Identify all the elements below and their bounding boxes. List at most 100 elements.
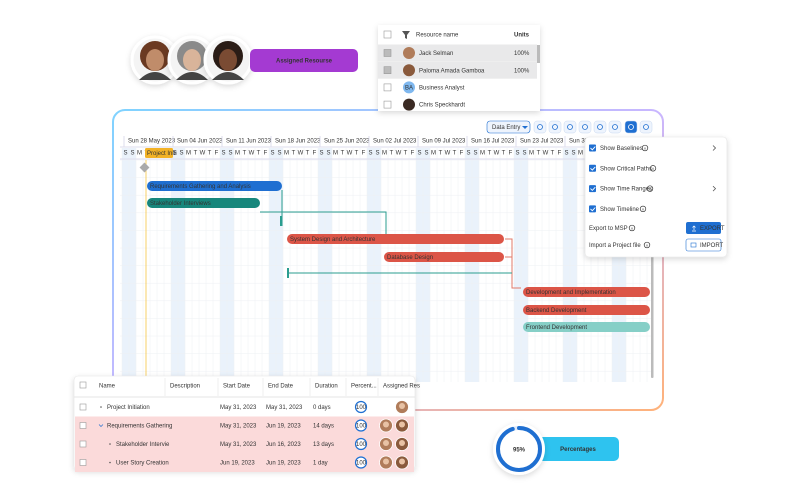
resource-name: Paloma Amada Gamboa	[419, 68, 485, 74]
task-bar[interactable]	[523, 322, 650, 332]
menu-checkbox[interactable]	[589, 144, 596, 152]
week-label: Sun 18 Jun 2023	[275, 139, 321, 145]
weekday-label: T	[502, 151, 506, 157]
assigned-badge	[250, 49, 358, 72]
weekend-column	[129, 148, 136, 382]
weekday-label: W	[200, 151, 206, 157]
task-bar[interactable]	[523, 305, 650, 315]
weekday-label: S	[228, 151, 232, 157]
avatar-face	[219, 49, 237, 71]
resource-name: Jack Selman	[419, 51, 453, 57]
weekday-label: S	[515, 151, 519, 157]
weekend-column	[514, 148, 521, 382]
checkbox[interactable]	[383, 30, 392, 39]
task-bar[interactable]	[384, 252, 504, 262]
menu-checkbox[interactable]	[589, 185, 596, 193]
weekday-label: M	[137, 151, 142, 157]
task-label: Database Design	[387, 255, 433, 261]
weekday-label: T	[292, 151, 296, 157]
resource-name: Chris Speckhardt	[419, 103, 465, 109]
toolbar-icon-button[interactable]	[624, 120, 638, 134]
selected-row-bg	[378, 61, 537, 79]
duration: 13 days	[313, 442, 334, 448]
weekday-label: S	[368, 151, 372, 157]
weekday-label: S	[270, 151, 274, 157]
avatar-shoulders	[212, 72, 244, 80]
weekday-label: S	[326, 151, 330, 157]
task-label: Requirements Gathering and Analysis	[150, 184, 251, 190]
resource-panel: Resource name Units Jack Selman 100% Paloma …	[378, 25, 540, 111]
checkbox[interactable]	[383, 83, 392, 92]
task-bar[interactable]	[147, 198, 260, 208]
resource-units: 100%	[514, 68, 530, 74]
weekday-label: W	[396, 151, 402, 157]
menu-checkbox[interactable]	[589, 164, 596, 172]
percent-value: 100	[356, 424, 367, 430]
week-label: Sun 02 Jul 2023	[373, 139, 417, 145]
checkmark	[590, 207, 596, 212]
weekend-column	[612, 148, 619, 382]
checkbox[interactable]	[383, 66, 392, 74]
percent-ring	[354, 456, 368, 469]
resource-units: 100%	[514, 51, 530, 57]
task-bar[interactable]	[287, 234, 504, 244]
weekday-label: T	[551, 151, 555, 157]
toolbar-icon-button[interactable]	[563, 120, 577, 134]
import-button[interactable]	[685, 238, 722, 252]
avatar-face	[183, 49, 201, 71]
weekday-label: T	[488, 151, 492, 157]
toolbar-icon-button[interactable]	[608, 120, 622, 134]
import-button-label: IMPORT	[700, 243, 724, 249]
end-date: Jun 16, 2023	[266, 442, 301, 448]
checkbox[interactable]	[79, 440, 87, 448]
data-entry-button[interactable]	[486, 120, 531, 134]
weekday-label: M	[333, 151, 338, 157]
bullet	[100, 406, 102, 408]
task-bar[interactable]	[147, 181, 282, 191]
checkbox[interactable]	[79, 422, 87, 429]
submenu-chevron	[712, 145, 717, 151]
toolbar-icon-button[interactable]	[533, 120, 547, 134]
toolbar-icon-button[interactable]	[593, 120, 607, 134]
toolbar-icon-button[interactable]	[578, 120, 592, 134]
weekday-label: M	[382, 151, 387, 157]
info-icon	[643, 241, 651, 249]
expand-chevron	[98, 424, 104, 427]
task-bar[interactable]	[523, 287, 650, 297]
checkbox[interactable]	[383, 100, 392, 109]
checkbox[interactable]	[383, 49, 392, 57]
milestone-diamond	[139, 162, 150, 173]
menu-item-label: Import a Project file	[589, 243, 641, 249]
task-grid: Name Description Start Date End Date Duratio…	[73, 375, 420, 472]
info-icon	[641, 144, 649, 152]
toolbar-icon-button[interactable]	[548, 120, 562, 134]
weekday-label: W	[249, 151, 255, 157]
avatar	[403, 47, 415, 59]
menu-checkbox[interactable]	[589, 205, 596, 213]
week-label: Sun 11 Jun 2023	[226, 139, 272, 145]
checkbox[interactable]	[79, 381, 87, 389]
task-name: Stakeholder Intervie	[116, 442, 170, 448]
checkbox[interactable]	[79, 403, 87, 411]
weekday-label: W	[298, 151, 304, 157]
weekday-label: S	[221, 151, 225, 157]
toolbar-icon	[643, 124, 649, 130]
toolbar-icon	[567, 124, 573, 130]
resource-name: Business Analyst	[419, 85, 465, 91]
weekday-label: F	[362, 151, 366, 157]
weekend-column	[374, 148, 381, 382]
weekday-label: T	[208, 151, 212, 157]
checkbox[interactable]	[79, 459, 87, 466]
toolbar-icon	[582, 124, 588, 130]
toolbar-icon	[612, 124, 618, 130]
task-label: Frontend Development	[526, 325, 587, 331]
toolbar-icon-button[interactable]	[639, 120, 653, 134]
weekday-label: F	[313, 151, 317, 157]
weekend-column	[318, 148, 325, 382]
weekday-label: S	[319, 151, 323, 157]
percent-value: 100	[356, 405, 367, 411]
week-label: Sun 23 Jul 2023	[520, 139, 564, 145]
dropdown-caret	[522, 126, 528, 129]
task-label: System Design and Architecture	[290, 237, 376, 243]
start-date: Jun 19, 2023	[220, 461, 255, 467]
